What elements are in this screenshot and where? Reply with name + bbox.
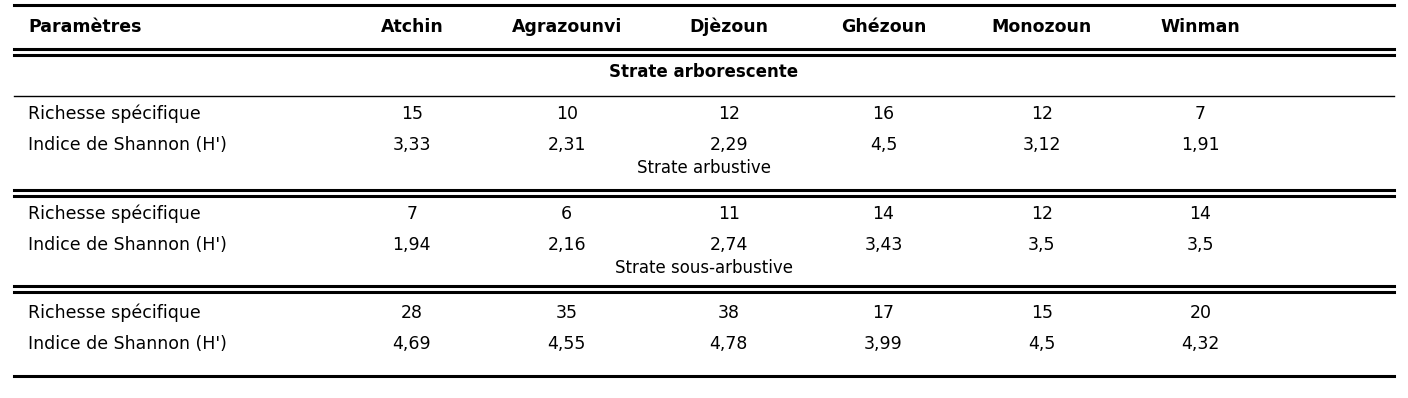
Text: 4,5: 4,5	[870, 136, 897, 154]
Text: 4,69: 4,69	[393, 335, 431, 353]
Text: 4,32: 4,32	[1181, 335, 1219, 353]
Text: 7: 7	[407, 205, 417, 223]
Text: 12: 12	[1031, 105, 1053, 123]
Text: 12: 12	[1031, 205, 1053, 223]
Text: 20: 20	[1190, 304, 1211, 322]
Text: 1,94: 1,94	[393, 236, 431, 254]
Text: Ghézoun: Ghézoun	[841, 18, 926, 36]
Text: Strate arbustive: Strate arbustive	[636, 159, 772, 177]
Text: 12: 12	[718, 105, 739, 123]
Text: 3,5: 3,5	[1187, 236, 1214, 254]
Text: 15: 15	[401, 105, 422, 123]
Text: 4,55: 4,55	[548, 335, 586, 353]
Text: 1,91: 1,91	[1181, 136, 1219, 154]
Text: 2,29: 2,29	[710, 136, 748, 154]
Text: 4,78: 4,78	[710, 335, 748, 353]
Text: 3,12: 3,12	[1022, 136, 1062, 154]
Text: Strate sous-arbustive: Strate sous-arbustive	[615, 259, 793, 277]
Text: 16: 16	[873, 105, 894, 123]
Text: Richesse spécifique: Richesse spécifique	[28, 205, 201, 223]
Text: 3,5: 3,5	[1028, 236, 1056, 254]
Text: Paramètres: Paramètres	[28, 18, 142, 36]
Text: 2,74: 2,74	[710, 236, 748, 254]
Text: 35: 35	[556, 304, 577, 322]
Text: 14: 14	[873, 205, 894, 223]
Text: Richesse spécifique: Richesse spécifique	[28, 105, 201, 123]
Text: Strate arborescente: Strate arborescente	[610, 63, 798, 81]
Text: Atchin: Atchin	[380, 18, 444, 36]
Text: 7: 7	[1195, 105, 1205, 123]
Text: Richesse spécifique: Richesse spécifique	[28, 304, 201, 322]
Text: Djèzoun: Djèzoun	[689, 18, 769, 36]
Text: 15: 15	[1031, 304, 1053, 322]
Text: 4,5: 4,5	[1028, 335, 1056, 353]
Text: 28: 28	[401, 304, 422, 322]
Text: 2,31: 2,31	[548, 136, 586, 154]
Text: 2,16: 2,16	[548, 236, 586, 254]
Text: Winman: Winman	[1160, 18, 1240, 36]
Text: 38: 38	[718, 304, 739, 322]
Text: 11: 11	[718, 205, 739, 223]
Text: Monozoun: Monozoun	[991, 18, 1093, 36]
Text: Indice de Shannon (H'): Indice de Shannon (H')	[28, 136, 227, 154]
Text: 6: 6	[562, 205, 572, 223]
Text: 10: 10	[556, 105, 577, 123]
Text: 3,43: 3,43	[865, 236, 903, 254]
Text: 17: 17	[873, 304, 894, 322]
Text: 14: 14	[1190, 205, 1211, 223]
Text: Indice de Shannon (H'): Indice de Shannon (H')	[28, 335, 227, 353]
Text: Indice de Shannon (H'): Indice de Shannon (H')	[28, 236, 227, 254]
Text: Agrazounvi: Agrazounvi	[511, 18, 622, 36]
Text: 3,33: 3,33	[393, 136, 431, 154]
Text: 3,99: 3,99	[865, 335, 903, 353]
